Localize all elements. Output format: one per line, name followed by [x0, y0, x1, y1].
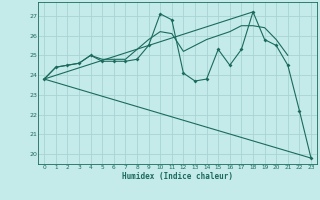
X-axis label: Humidex (Indice chaleur): Humidex (Indice chaleur) [122, 172, 233, 181]
